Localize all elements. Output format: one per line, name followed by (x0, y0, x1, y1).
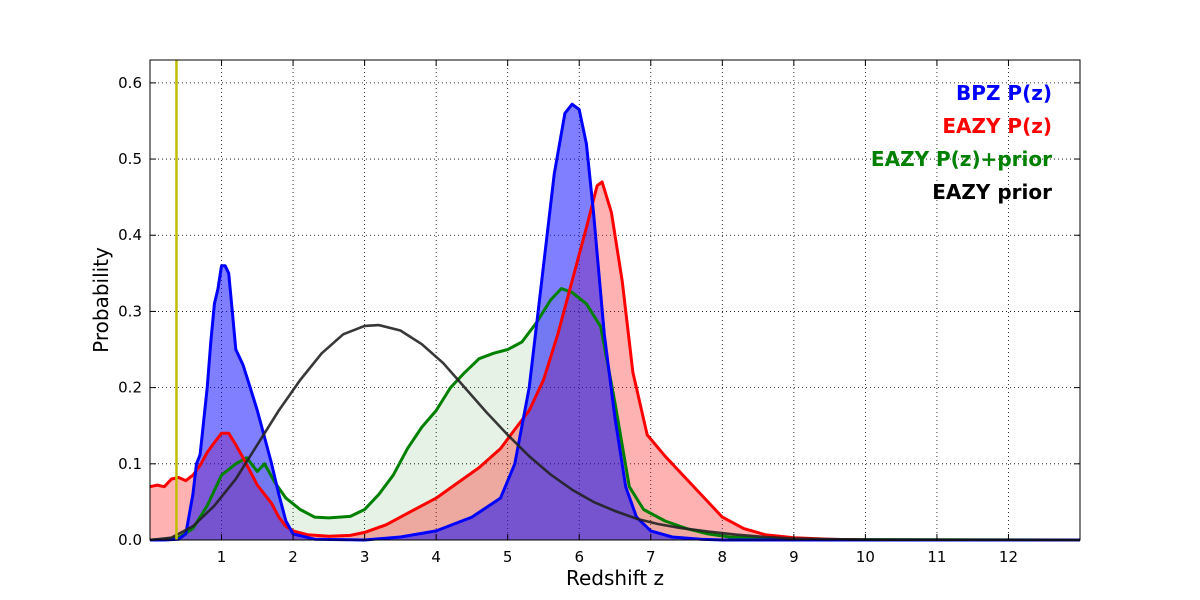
x-tick-label: 5 (503, 548, 513, 566)
bpz-p-z-area (150, 104, 1080, 540)
x-tick-label: 6 (574, 548, 584, 566)
x-tick-label: 10 (856, 548, 875, 566)
x-tick-label: 3 (360, 548, 370, 566)
x-tick-label: 1 (217, 548, 227, 566)
eazy-p-z-prior-line (149, 287, 1081, 542)
plot-frame (149, 59, 1081, 541)
y-axis-label: Probability (89, 247, 113, 353)
axis-ticks: 1 2 3 4 5 6 7 8 9 10 11 120.00.10.20.30.40.50.6 (118, 60, 1080, 566)
y-tick-label: 0.5 (118, 150, 142, 168)
x-tick-label: 11 (927, 548, 946, 566)
y-tick-label: 0.4 (118, 226, 142, 244)
eazy-p-z-line (149, 180, 1080, 542)
legend: BPZ P(z) EAZY P(z) EAZY P(z)+prior EAZY pri… (871, 81, 1052, 204)
legend-eazy-prior: EAZY prior (932, 180, 1052, 204)
legend-eazy-p-z-prior: EAZY P(z)+prior (871, 147, 1052, 171)
x-tick-label: 12 (999, 548, 1018, 566)
y-tick-label: 0.2 (118, 379, 142, 397)
bpz-p-z-line (150, 102, 1080, 542)
y-tick-label: 0.0 (118, 531, 142, 549)
x-tick-label: 4 (431, 548, 441, 566)
x-axis-label: Redshift z (566, 566, 664, 590)
eazy-prior-line (149, 323, 1081, 542)
x-tick-label: 8 (718, 548, 728, 566)
y-tick-label: 0.1 (118, 455, 142, 473)
eazy-p-z-area (150, 181, 1080, 540)
series-lines (149, 102, 1081, 542)
series-layer (149, 102, 1081, 542)
x-tick-label: 2 (288, 548, 298, 566)
legend-bpz-p-z: BPZ P(z) (956, 81, 1052, 105)
x-tick-label: 9 (789, 548, 799, 566)
legend-eazy-p-z: EAZY P(z) (942, 114, 1052, 138)
y-tick-label: 0.6 (118, 74, 142, 92)
y-tick-label: 0.3 (118, 302, 142, 320)
x-tick-label: 7 (646, 548, 656, 566)
